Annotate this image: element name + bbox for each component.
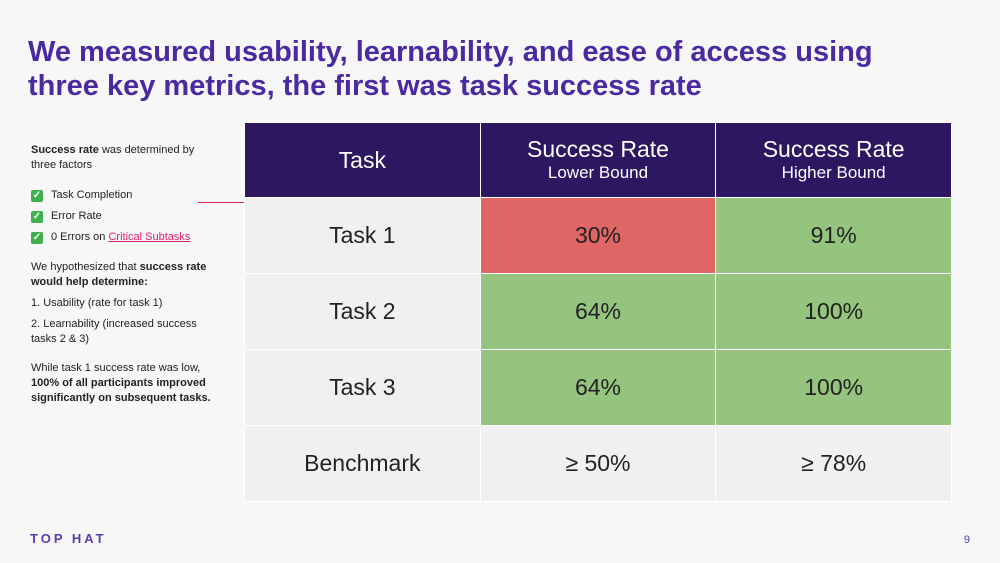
header-main: Task bbox=[338, 147, 386, 173]
factor-item: ✓ Task Completion bbox=[31, 185, 221, 206]
conclusion-bold: 100% of all participants improved signif… bbox=[31, 377, 211, 404]
task-cell: Benchmark bbox=[244, 425, 481, 502]
higher-bound-cell: 100% bbox=[715, 349, 952, 426]
left-panel: Success rate was determined by three fac… bbox=[31, 143, 221, 406]
top-hat-logo: TOP HAT bbox=[30, 531, 107, 546]
success-rate-table: Task Success Rate Lower Bound Success Ra… bbox=[244, 122, 952, 502]
conclusion-pre: While task 1 success rate was low, bbox=[31, 362, 201, 374]
task-cell: Task 3 bbox=[244, 349, 481, 426]
factor-item: ✓ Error Rate bbox=[31, 206, 221, 227]
check-mark-icon: ✓ bbox=[31, 231, 43, 244]
higher-bound-cell: 91% bbox=[715, 197, 952, 274]
hypothesis-text: We hypothesized that success rate would … bbox=[31, 260, 221, 290]
slide-title: We measured usability, learnability, and… bbox=[28, 36, 873, 102]
lower-bound-cell: 64% bbox=[479, 273, 717, 350]
factor-label: Error Rate bbox=[51, 210, 102, 222]
intro-rest: was determined by three factors bbox=[31, 144, 195, 171]
table-row: Task 1 30% 91% bbox=[244, 197, 952, 274]
table-header-row: Task Success Rate Lower Bound Success Ra… bbox=[244, 122, 952, 198]
higher-bound-cell: 100% bbox=[715, 273, 952, 350]
factor-item: ✓ 0 Errors on Critical Subtasks bbox=[31, 227, 221, 248]
conclusion-block: While task 1 success rate was low, 100% … bbox=[31, 361, 221, 406]
header-main: Success Rate bbox=[762, 136, 905, 162]
page-number: 9 bbox=[963, 534, 970, 546]
check-mark-icon: ✓ bbox=[31, 189, 43, 202]
lower-bound-cell: ≥ 50% bbox=[479, 425, 717, 502]
hypothesis-pre: We hypothesized that bbox=[31, 261, 140, 273]
header-sub: Higher Bound bbox=[781, 163, 886, 182]
intro-text: Success rate was determined by three fac… bbox=[31, 143, 221, 173]
header-task: Task bbox=[244, 122, 481, 198]
connector-line bbox=[198, 202, 244, 203]
task-cell: Task 1 bbox=[244, 197, 481, 274]
higher-bound-cell: ≥ 78% bbox=[715, 425, 952, 502]
table-row: Task 3 64% 100% bbox=[244, 349, 952, 426]
hypothesis-bold: success rate would help determine: bbox=[31, 261, 207, 288]
critical-subtasks-link[interactable]: Critical Subtasks bbox=[108, 231, 191, 243]
header-sub: Lower Bound bbox=[547, 163, 649, 182]
conclusion-text: While task 1 success rate was low, 100% … bbox=[31, 361, 221, 406]
factor-label: 0 Errors on bbox=[51, 231, 106, 243]
header-lower-bound: Success Rate Lower Bound bbox=[479, 122, 717, 198]
intro-bold: Success rate bbox=[31, 144, 99, 156]
factor-list: ✓ Task Completion ✓ Error Rate ✓ 0 Error… bbox=[31, 185, 221, 248]
header-main: Success Rate bbox=[527, 136, 669, 162]
lower-bound-cell: 64% bbox=[479, 349, 717, 426]
header-higher-bound: Success Rate Higher Bound bbox=[715, 122, 952, 198]
table-row: Benchmark ≥ 50% ≥ 78% bbox=[244, 425, 952, 502]
hypothesis-block: We hypothesized that success rate would … bbox=[31, 260, 221, 347]
table-row: Task 2 64% 100% bbox=[244, 273, 952, 350]
lower-bound-cell: 30% bbox=[479, 197, 717, 274]
task-cell: Task 2 bbox=[244, 273, 481, 350]
hypothesis-item: 2. Learnability (increased success tasks… bbox=[31, 318, 197, 345]
factor-label: Task Completion bbox=[51, 189, 133, 201]
hypothesis-item: 1. Usability (rate for task 1) bbox=[31, 297, 163, 309]
check-mark-icon: ✓ bbox=[31, 210, 43, 223]
